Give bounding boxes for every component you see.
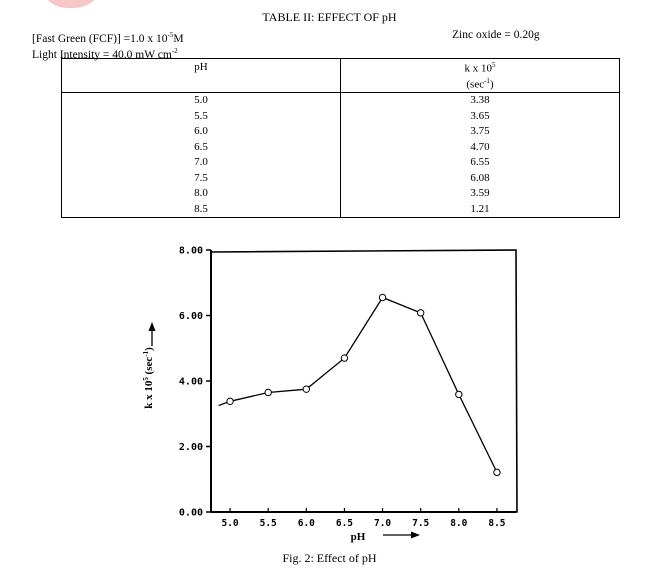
k-cell: 3.65 xyxy=(340,108,620,124)
data-point xyxy=(340,354,349,362)
y-axis-label: k x 105 (sec-1) xyxy=(142,347,155,409)
x-tick-label: 8.5 xyxy=(488,518,505,529)
x-tick-label: 7.5 xyxy=(412,518,429,529)
x-tick-label: 7.0 xyxy=(374,518,391,529)
series-line xyxy=(218,296,498,473)
logo-mark xyxy=(38,0,104,8)
table-row: 6.5 4.70 xyxy=(61,139,620,155)
k-cell: 6.08 xyxy=(340,170,620,186)
dye-concentration: [Fast Green (FCF)] =1.0 x 10-5M xyxy=(32,31,184,45)
table-row: 8.0 3.59 xyxy=(61,186,620,202)
data-point xyxy=(378,293,387,302)
data-table: pH k x 105 (sec-1) 5.0 3.38 5.5 3.65 6.0 3.75… xyxy=(61,58,620,218)
x-tick-label: 8.0 xyxy=(450,518,467,529)
experimental-conditions: [Fast Green (FCF)] =1.0 x 10-5M Light In… xyxy=(32,29,184,61)
k-cell: 6.55 xyxy=(340,155,620,171)
x-axis-arrow-head xyxy=(411,531,420,539)
y-tick-label: 4.00 xyxy=(179,377,203,388)
x-tick-label: 5.5 xyxy=(260,518,277,529)
figure-caption: Fig. 2: Effect of pH xyxy=(282,551,377,565)
data-point xyxy=(264,388,272,397)
data-point xyxy=(416,309,425,317)
column-header-k: k x 105 (sec-1) xyxy=(340,58,620,93)
x-tick-label: 6.0 xyxy=(298,518,315,529)
y-tick-label: 2.00 xyxy=(179,442,203,453)
k-cell: 3.38 xyxy=(340,92,620,109)
y-tick-label: 6.00 xyxy=(179,311,203,322)
ph-cell: 5.5 xyxy=(61,108,341,124)
table-row: 6.0 3.75 xyxy=(61,124,620,140)
data-point xyxy=(302,385,311,393)
ph-cell: 8.0 xyxy=(61,186,341,202)
table-row: 5.0 3.38 xyxy=(61,92,620,109)
y-axis-arrow-head xyxy=(148,322,156,331)
data-point xyxy=(455,390,463,399)
x-axis-label: pH xyxy=(351,531,366,543)
plot-frame xyxy=(210,249,518,513)
k-cell: 3.59 xyxy=(340,186,620,202)
table-row: 5.5 3.65 xyxy=(61,108,620,124)
column-header-ph: pH xyxy=(61,58,341,93)
table-row: 7.5 6.08 xyxy=(61,170,620,186)
k-cell: 3.75 xyxy=(340,124,620,140)
k-cell: 4.70 xyxy=(340,139,620,155)
y-tick-label: 8.00 xyxy=(179,246,203,257)
table-row: 8.5 1.21 xyxy=(61,201,620,218)
table-row: 7.0 6.55 xyxy=(61,155,620,171)
x-tick-label: 6.5 xyxy=(336,518,353,529)
k-cell: 1.21 xyxy=(340,201,620,218)
data-point xyxy=(226,397,234,406)
ph-cell: 7.0 xyxy=(61,155,341,171)
table-title: TABLE II: EFFECT OF pH xyxy=(262,10,397,24)
light-intensity: Light Intensity = 40.0 mW cm-2 xyxy=(32,46,178,61)
catalyst-amount: Zinc oxide = 0.20g xyxy=(452,29,540,41)
y-tick-label: 0.00 xyxy=(179,508,203,519)
data-point xyxy=(493,468,501,477)
ph-cell: 8.5 xyxy=(61,201,341,218)
ph-cell: 7.5 xyxy=(61,170,341,186)
x-tick-label: 5.0 xyxy=(221,518,238,529)
